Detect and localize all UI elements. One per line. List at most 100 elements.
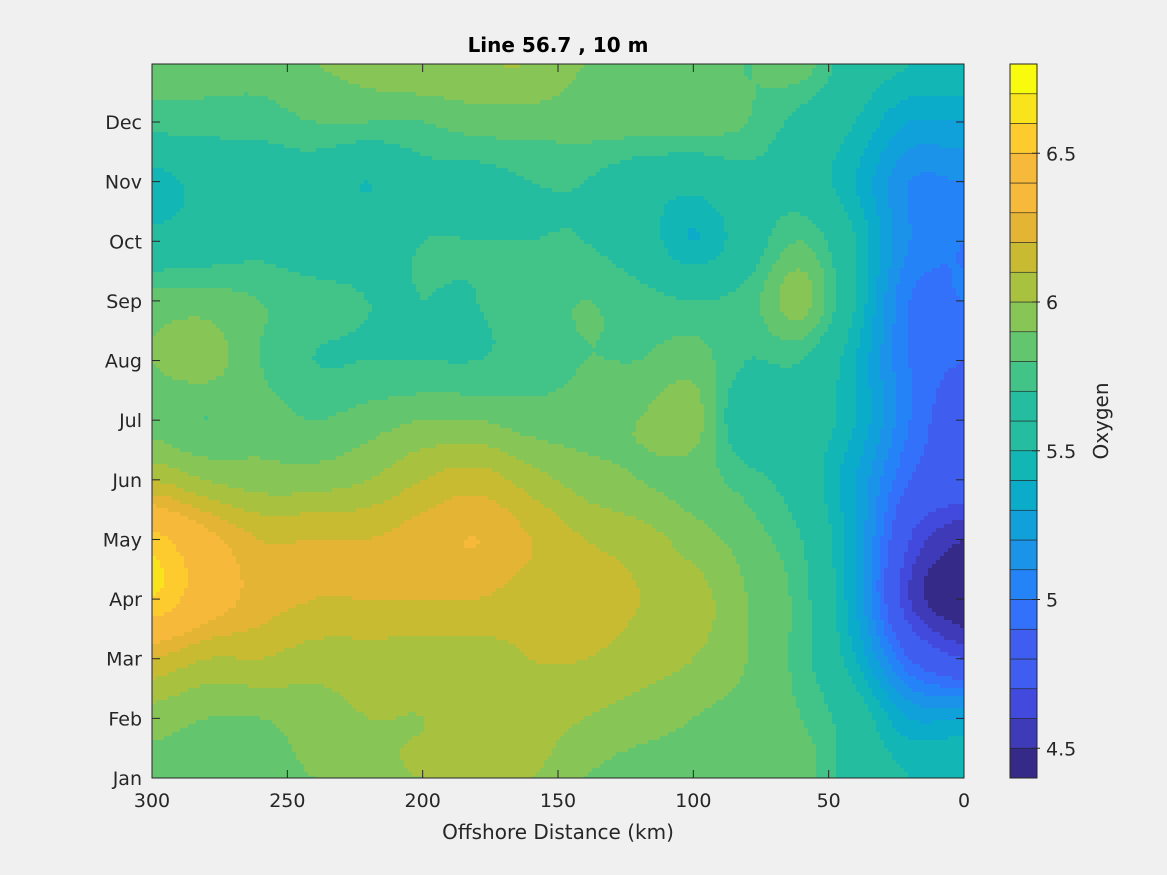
contour-cell [916,64,921,69]
contour-cell [728,108,733,113]
contour-cell [364,136,369,141]
contour-cell [656,100,661,105]
contour-cell [292,120,297,125]
contour-cell [604,100,609,105]
contour-cell [312,128,317,133]
contour-cell [440,160,445,165]
contour-cell [720,108,725,113]
contour-cell [400,148,405,153]
contour-cell [536,128,541,133]
contour-cell [552,124,557,129]
contour-cell [520,76,525,81]
contour-cell [372,136,377,141]
contour-cell [904,144,909,149]
contour-cell [836,108,841,113]
contour-cell [288,88,293,93]
contour-cell [372,156,377,161]
contour-cell [592,112,597,117]
contour-cell [372,80,377,85]
contour-cell [300,136,305,141]
contour-cell [880,88,885,93]
contour-cell [152,156,157,161]
contour-cell [304,92,309,97]
contour-cell [924,84,929,89]
contour-cell [760,148,765,153]
contour-cell [700,152,705,157]
contour-cell [288,116,293,121]
contour-cell [176,116,181,121]
contour-cell [648,124,653,129]
contour-cell [836,84,841,89]
contour-cell [952,136,957,141]
contour-cell [316,144,321,149]
contour-cell [580,120,585,125]
contour-cell [532,132,537,137]
contour-cell [204,132,209,137]
contour-cell [512,156,517,161]
contour-cell [820,104,825,109]
contour-cell [848,84,853,89]
contour-cell [168,152,173,157]
contour-cell [920,72,925,77]
contour-cell [860,148,865,153]
contour-cell [248,80,253,85]
contour-cell [444,136,449,141]
contour-cell [384,132,389,137]
contour-cell [744,92,749,97]
contour-cell [324,68,329,73]
contour-cell [884,140,889,145]
contour-cell [824,64,829,69]
contour-cell [952,152,957,157]
contour-cell [780,116,785,121]
contour-cell [240,148,245,153]
contour-cell [912,80,917,85]
contour-cell [256,148,261,153]
contour-cell [720,152,725,157]
contour-cell [244,72,249,77]
contour-cell [200,128,205,133]
contour-cell [804,68,809,73]
contour-cell [192,88,197,93]
contour-cell [704,96,709,101]
contour-cell [912,140,917,145]
contour-cell [784,136,789,141]
contour-cell [196,72,201,77]
contour-cell [420,108,425,113]
contour-cell [460,84,465,89]
contour-cell [928,120,933,125]
contour-cell [392,72,397,77]
contour-cell [840,68,845,73]
contour-cell [480,132,485,137]
contour-cell [472,72,477,77]
contour-cell [172,156,177,161]
contour-cell [952,140,957,145]
contour-cell [908,128,913,133]
contour-cell [308,160,313,165]
contour-cell [640,124,645,129]
contour-cell [848,72,853,77]
contour-cell [672,128,677,133]
contour-cell [664,144,669,149]
contour-cell [324,116,329,121]
contour-cell [176,92,181,97]
contour-cell [744,124,749,129]
contour-cell [628,80,633,85]
contour-cell [764,120,769,125]
contour-cell [216,68,221,73]
contour-cell [900,108,905,113]
contour-cell [368,76,373,81]
contour-cell [812,108,817,113]
contour-cell [580,124,585,129]
contour-cell [524,140,529,145]
contour-cell [188,124,193,129]
contour-cell [776,84,781,89]
contour-cell [668,116,673,121]
contour-cell [900,128,905,133]
contour-cell [852,132,857,137]
contour-cell [920,64,925,69]
contour-cell [876,88,881,93]
contour-cell [744,152,749,157]
contour-cell [400,96,405,101]
contour-cell [512,136,517,141]
contour-cell [300,104,305,109]
